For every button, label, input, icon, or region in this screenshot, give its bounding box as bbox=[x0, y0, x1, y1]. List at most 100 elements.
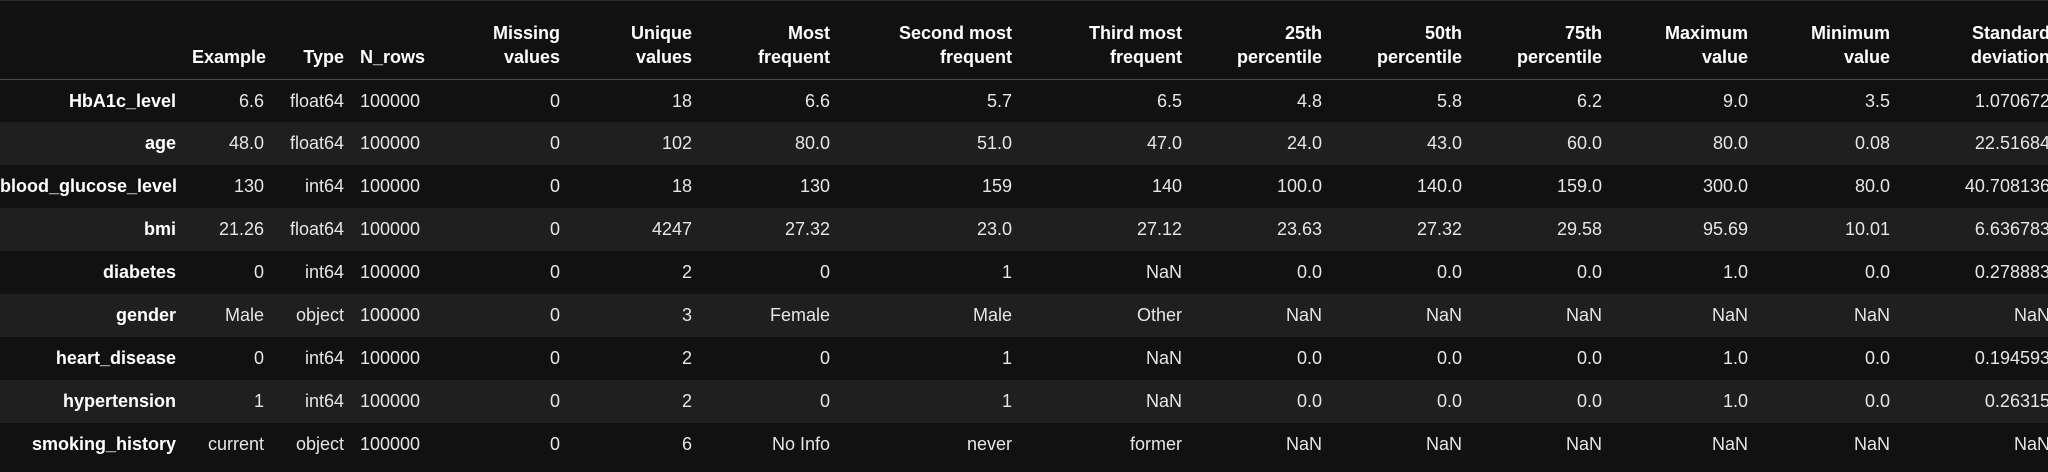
table-cell: 21.26 bbox=[218, 219, 264, 240]
table-cell: 0.0 bbox=[1864, 390, 1890, 411]
row-index-label: smoking_history bbox=[31, 433, 176, 454]
table-cell: NaN bbox=[1145, 262, 1182, 282]
column-header: Minimum value bbox=[1756, 1, 1898, 80]
table-cell: 0.278883 bbox=[1974, 262, 2048, 282]
table-cell: 0.08 bbox=[1854, 133, 1890, 154]
table-cell: 80.0 bbox=[1854, 176, 1890, 197]
table-cell: 0 bbox=[549, 433, 560, 454]
column-header-label: percentile bbox=[1236, 47, 1322, 67]
table-cell: NaN bbox=[1145, 390, 1182, 411]
row-index-label: HbA1c_level bbox=[68, 90, 176, 111]
table-cell: NaN bbox=[1853, 304, 1890, 325]
table-cell: 43.0 bbox=[1426, 133, 1462, 154]
table-cell: 159.0 bbox=[1556, 176, 1602, 197]
column-header: Second most frequent bbox=[838, 1, 1020, 80]
table-cell: 2 bbox=[681, 390, 692, 411]
column-header-label: value bbox=[1843, 47, 1890, 67]
table-cell: 4.8 bbox=[1296, 90, 1322, 111]
table-cell: 6.6 bbox=[238, 90, 264, 111]
table-cell: 100000 bbox=[360, 390, 421, 411]
table-cell: 48.0 bbox=[228, 133, 264, 154]
table-cell: NaN bbox=[1711, 304, 1748, 325]
table-cell: 0.0 bbox=[1436, 390, 1462, 411]
column-header: Third most frequent bbox=[1020, 1, 1190, 80]
table-cell: 10.01 bbox=[1844, 219, 1890, 240]
column-header-label: 25th bbox=[1284, 23, 1322, 43]
table-body: HbA1c_level 6.6 float64 100000 0 18 6.6 5.7 6.5 4… bbox=[0, 79, 2048, 466]
table-cell: 6.636783 bbox=[1974, 219, 2048, 240]
table-cell: 2 bbox=[681, 347, 692, 368]
table-cell: 1.0 bbox=[1722, 390, 1748, 411]
table-cell: 0 bbox=[549, 347, 560, 368]
row-index-label: bmi bbox=[143, 219, 176, 240]
column-header-label: frequent bbox=[1110, 47, 1182, 67]
table-cell: 0.0 bbox=[1436, 347, 1462, 368]
table-cell: 0 bbox=[549, 304, 560, 325]
column-header: Maximum value bbox=[1610, 1, 1756, 80]
row-index-label: age bbox=[144, 133, 176, 154]
table-cell: 80.0 bbox=[794, 133, 830, 154]
table-row: diabetes 0 int64 100000 0 2 0 1 NaN 0.0 0.0 0.0 1.0 0… bbox=[0, 251, 2048, 294]
table-cell: int64 bbox=[304, 390, 344, 411]
table-cell: 9.0 bbox=[1722, 90, 1748, 111]
table-cell: 18 bbox=[671, 176, 692, 197]
column-header-label: values bbox=[635, 47, 692, 67]
table-cell: 2 bbox=[681, 262, 692, 282]
table-cell: 0 bbox=[819, 390, 830, 411]
table-cell: int64 bbox=[304, 176, 344, 197]
table-cell: 0 bbox=[819, 262, 830, 282]
column-header: Standard deviation bbox=[1898, 1, 2048, 80]
table-cell: 0 bbox=[549, 133, 560, 154]
header-row: Example Type N_rows Missing values Unique valu… bbox=[0, 1, 2048, 80]
table-cell: 0.0 bbox=[1296, 390, 1322, 411]
table-row: gender Male object 100000 0 3 Female Male Other N… bbox=[0, 293, 2048, 337]
table-cell: 6.5 bbox=[1156, 90, 1182, 111]
column-header-label: Third most bbox=[1089, 23, 1182, 43]
table-cell: 140.0 bbox=[1416, 176, 1462, 197]
column-header-label: Standard bbox=[1971, 23, 2048, 43]
table-cell: NaN bbox=[1145, 347, 1182, 368]
table-cell: 5.7 bbox=[986, 90, 1012, 111]
table-cell: never bbox=[966, 433, 1012, 454]
table-cell: 23.63 bbox=[1276, 219, 1322, 240]
column-header-label: Unique bbox=[631, 23, 692, 43]
table-cell: 29.58 bbox=[1556, 219, 1602, 240]
table-cell: NaN bbox=[1711, 433, 1748, 454]
column-header-label: Missing bbox=[492, 23, 560, 43]
row-index-label: diabetes bbox=[102, 262, 176, 282]
table-cell: 1 bbox=[1001, 347, 1012, 368]
table-cell: float64 bbox=[289, 90, 344, 111]
column-header: Unique values bbox=[568, 1, 700, 80]
column-header-label: frequent bbox=[940, 47, 1012, 67]
table-cell: 51.0 bbox=[976, 133, 1012, 154]
table-row: hypertension 1 int64 100000 0 2 0 1 NaN 0.0 0.0 0.0… bbox=[0, 379, 2048, 423]
table-row: bmi 21.26 float64 100000 0 4247 27.32 23.0 27.12… bbox=[0, 208, 2048, 252]
table-cell: 80.0 bbox=[1712, 133, 1748, 154]
column-header-label: N_rows bbox=[360, 47, 426, 67]
table-cell: 22.51684 bbox=[1974, 133, 2048, 154]
column-header: Most frequent bbox=[700, 1, 838, 80]
table-cell: 0 bbox=[549, 390, 560, 411]
table-cell: 18 bbox=[671, 90, 692, 111]
table-cell: 6.2 bbox=[1576, 90, 1602, 111]
table-cell: 27.32 bbox=[1416, 219, 1462, 240]
table-cell: 3 bbox=[681, 304, 692, 325]
table-cell: 100000 bbox=[360, 219, 421, 240]
table-row: heart_disease 0 int64 100000 0 2 0 1 NaN 0.0 0.0 0.… bbox=[0, 336, 2048, 380]
table-cell: 0.0 bbox=[1864, 347, 1890, 368]
table-cell: 100000 bbox=[360, 133, 421, 154]
table-cell: 47.0 bbox=[1146, 133, 1182, 154]
table-cell: NaN bbox=[1565, 433, 1602, 454]
table-cell: 159 bbox=[981, 176, 1012, 197]
table-cell: Female bbox=[769, 304, 830, 325]
column-header-label: percentile bbox=[1516, 47, 1602, 67]
table-cell: current bbox=[207, 433, 264, 454]
column-header-label: Minimum bbox=[1811, 23, 1890, 43]
column-header: Example bbox=[184, 1, 272, 80]
table-cell: NaN bbox=[1565, 304, 1602, 325]
table-cell: 0 bbox=[549, 219, 560, 240]
table-row: smoking_history current object 100000 0 6 No I… bbox=[0, 422, 2048, 466]
row-index-label: hypertension bbox=[62, 390, 176, 411]
